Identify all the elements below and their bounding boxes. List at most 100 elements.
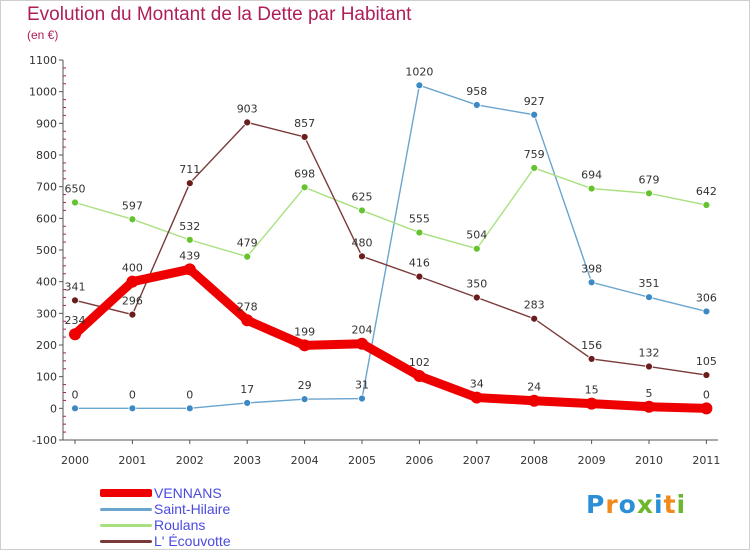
data-point: [128, 404, 137, 413]
data-point: [700, 402, 713, 415]
series-line: [74, 121, 707, 376]
data-label: 105: [696, 355, 717, 368]
data-point: [356, 337, 368, 350]
data-label: 711: [179, 163, 200, 176]
proxiti-logo: Proxiti: [586, 490, 686, 519]
y-tick-label: 0: [50, 402, 57, 415]
data-label: 341: [65, 280, 86, 293]
series-vennans: [69, 263, 713, 415]
data-label: 439: [179, 249, 200, 262]
data-point: [358, 252, 366, 261]
data-point: [645, 362, 653, 371]
data-label: 15: [585, 384, 599, 397]
data-label: 29: [298, 379, 312, 392]
y-tick-label: -100: [32, 434, 57, 447]
data-point: [472, 101, 481, 109]
legend-label: Saint-Hilaire: [154, 501, 231, 517]
data-point: [71, 198, 79, 207]
y-tick-label: 1100: [29, 54, 57, 67]
data-point: [71, 296, 79, 305]
data-point: [643, 400, 655, 413]
data-point: [300, 133, 309, 141]
data-label: 903: [237, 102, 258, 115]
data-point: [587, 355, 596, 363]
y-tick-label: 600: [36, 212, 57, 225]
legend: VENNANS Saint-Hilaire Roulans L' Écouvotte: [100, 485, 340, 549]
data-label: 532: [179, 220, 200, 233]
data-label: 642: [696, 185, 717, 198]
data-label: 625: [352, 190, 373, 203]
y-tick-label: 1000: [29, 86, 57, 99]
data-point: [241, 314, 254, 327]
data-point: [128, 215, 137, 224]
data-label: 102: [409, 356, 430, 369]
data-point: [300, 183, 309, 192]
data-label: 0: [703, 388, 710, 401]
data-label: 351: [639, 277, 660, 290]
chart-subtitle: (en €): [27, 28, 59, 42]
legend-item-roulans: Roulans: [100, 517, 340, 533]
data-point: [587, 184, 596, 193]
y-tick-label: 700: [36, 181, 57, 194]
data-label: 416: [409, 257, 430, 270]
data-label: 31: [355, 379, 369, 392]
x-tick-label: 2005: [348, 454, 376, 467]
data-point: [71, 404, 79, 413]
data-point: [415, 228, 424, 237]
x-tick-label: 2007: [463, 454, 491, 467]
y-tick-label: 300: [36, 307, 57, 320]
chart-title: Evolution du Montant de la Dette par Hab…: [27, 4, 412, 25]
y-tick-label: 100: [36, 371, 57, 384]
data-label: 278: [237, 300, 258, 313]
data-label: 698: [294, 167, 315, 180]
axes: -100010020030040050060070080090010001100…: [29, 54, 720, 467]
data-label: 283: [524, 299, 545, 312]
y-tick-label: 200: [36, 339, 57, 352]
series-saint-hilaire: [71, 81, 711, 413]
logo-letter: x: [636, 490, 654, 519]
data-label: 156: [581, 339, 602, 352]
series-line: [70, 264, 711, 413]
logo-letter: i: [654, 490, 664, 519]
series-line: [75, 84, 707, 410]
data-point: [126, 275, 139, 288]
data-label: 0: [129, 388, 136, 401]
data-point: [530, 110, 539, 119]
data-point: [415, 81, 424, 90]
series-layer: [69, 81, 713, 415]
data-label: 1020: [405, 65, 433, 78]
x-tick-label: 2000: [61, 454, 89, 467]
x-tick-label: 2008: [520, 454, 548, 467]
data-label: 479: [237, 237, 258, 250]
data-point: [530, 164, 539, 172]
data-point: [530, 314, 539, 323]
data-point: [472, 293, 481, 302]
data-point: [585, 397, 598, 410]
x-tick-label: 2010: [635, 454, 663, 467]
data-point: [300, 395, 309, 404]
legend-label: Roulans: [154, 517, 206, 533]
data-point: [185, 179, 194, 188]
data-label: 480: [352, 236, 373, 249]
legend-item-vennans: VENNANS: [100, 485, 340, 501]
y-tick-label: 800: [36, 149, 57, 162]
x-tick-label: 2009: [578, 454, 606, 467]
data-label: 306: [696, 291, 717, 304]
data-point: [243, 252, 252, 261]
data-label: 927: [524, 95, 545, 108]
data-label: 0: [186, 388, 193, 401]
x-tick-label: 2006: [405, 454, 433, 467]
data-label: 679: [639, 173, 660, 186]
data-label: 555: [409, 213, 430, 226]
data-point: [185, 235, 194, 244]
data-label: 204: [352, 324, 373, 337]
data-label: 132: [639, 347, 660, 360]
data-label: 5: [646, 387, 653, 400]
data-point: [645, 293, 653, 302]
data-label: 597: [122, 199, 143, 212]
data-point: [702, 307, 711, 316]
labels-layer: 234 400 439 278 199 204 102 34 24 15 5 0 0 0 0 17 29 31 10…: [65, 65, 717, 401]
x-tick-label: 2001: [118, 454, 146, 467]
data-point: [358, 206, 366, 215]
